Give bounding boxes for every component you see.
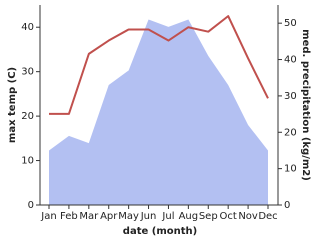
x-tick-label: Oct: [220, 211, 237, 222]
y2-tick-label: 20: [284, 127, 297, 138]
y2-axis-label: med. precipitation (kg/m2): [300, 29, 311, 181]
x-tick-label: Jul: [161, 211, 174, 222]
x-tick-label: Jan: [40, 211, 56, 222]
precipitation-area: [49, 19, 268, 205]
x-tick-label: Dec: [258, 211, 277, 222]
y2-tick-label: 0: [284, 200, 290, 211]
x-tick-label: Apr: [100, 211, 118, 222]
y-tick-label: 40: [21, 22, 34, 33]
y-axis-label: max temp (C): [7, 67, 18, 143]
chart: date (month) max temp (C) med. precipita…: [7, 5, 311, 237]
y2-tick-label: 30: [284, 91, 297, 102]
y2-tick-label: 10: [284, 164, 297, 175]
x-axis-label: date (month): [123, 226, 197, 237]
x-tick-label: May: [118, 211, 139, 222]
y-tick-label: 10: [21, 156, 34, 167]
y-tick-label: 20: [21, 111, 34, 122]
temp-line: [49, 15, 269, 115]
y-tick-label: 0: [28, 200, 34, 211]
x-tick-label: Mar: [79, 211, 99, 222]
x-tick-label: Feb: [60, 211, 78, 222]
x-tick-label: Nov: [238, 211, 258, 222]
y2-tick-label: 40: [284, 55, 297, 66]
x-tick-label: Aug: [179, 211, 199, 222]
y2-tick-label: 50: [284, 18, 297, 29]
x-tick-label: Sep: [199, 211, 218, 222]
y-tick-label: 30: [21, 67, 34, 78]
x-tick-label: Jun: [140, 211, 157, 222]
